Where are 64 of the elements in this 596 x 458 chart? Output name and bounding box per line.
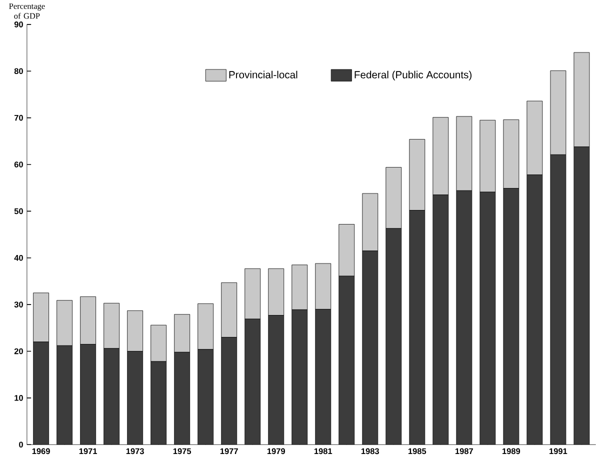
bar bbox=[362, 193, 378, 252]
x-tick-label: 1975 bbox=[173, 448, 192, 454]
bar bbox=[386, 228, 402, 445]
bar bbox=[150, 362, 166, 445]
bar bbox=[221, 282, 238, 338]
bar bbox=[104, 303, 120, 349]
y-tick-label: 60 bbox=[14, 162, 23, 168]
x-tick-label: 1969 bbox=[32, 448, 50, 454]
bar bbox=[480, 192, 496, 445]
bar bbox=[244, 319, 260, 445]
x-tick-label: 1971 bbox=[79, 448, 98, 454]
bar bbox=[338, 224, 355, 277]
bar bbox=[456, 190, 472, 445]
bar bbox=[56, 300, 73, 346]
bar bbox=[198, 350, 214, 445]
bar bbox=[221, 337, 237, 445]
x-tick-label: 1989 bbox=[502, 448, 520, 454]
legend-label: Federal (Public Accounts) bbox=[354, 71, 472, 81]
bar bbox=[268, 316, 284, 445]
bar bbox=[574, 146, 590, 445]
bar bbox=[127, 310, 144, 352]
bar bbox=[150, 325, 167, 362]
x-tick-label: 1973 bbox=[126, 448, 144, 454]
bar bbox=[292, 264, 308, 310]
bar bbox=[292, 310, 308, 445]
legend-label: Provincial-local bbox=[229, 71, 298, 79]
y-tick-label: 80 bbox=[14, 68, 23, 74]
bar bbox=[56, 346, 72, 445]
y-tick-label: 90 bbox=[14, 22, 23, 28]
bar bbox=[526, 174, 542, 445]
y-tick-label: 0 bbox=[19, 442, 23, 448]
y-tick-label: 40 bbox=[14, 255, 23, 262]
bar bbox=[80, 344, 96, 445]
bar bbox=[174, 352, 190, 445]
bar bbox=[338, 276, 354, 445]
bar bbox=[409, 210, 425, 445]
bar bbox=[362, 251, 378, 445]
y-tick-label: 50 bbox=[14, 208, 23, 214]
x-tick-label: 1991 bbox=[550, 448, 568, 454]
bar bbox=[33, 342, 49, 445]
bar bbox=[315, 263, 332, 310]
bar bbox=[244, 268, 261, 320]
bar bbox=[80, 296, 96, 345]
y-tick-label: 70 bbox=[14, 115, 23, 121]
x-tick-label: 1983 bbox=[361, 448, 380, 454]
bar bbox=[432, 195, 448, 445]
y-tick-label: 30 bbox=[14, 302, 23, 308]
bar bbox=[386, 167, 402, 229]
bar bbox=[503, 188, 519, 445]
bar bbox=[315, 309, 331, 445]
bar bbox=[198, 304, 214, 350]
y-axis-title: Percentage of GDP bbox=[9, 4, 45, 19]
bar bbox=[104, 348, 120, 445]
x-tick-label: 1977 bbox=[220, 448, 238, 454]
x-tick-label: 1981 bbox=[314, 448, 332, 454]
x-tick-label: 1979 bbox=[267, 448, 285, 454]
bar bbox=[127, 351, 143, 445]
x-tick-label: 1987 bbox=[455, 448, 473, 454]
x-tick-label: 1985 bbox=[408, 448, 426, 454]
y-tick-label: 10 bbox=[14, 395, 23, 402]
bar bbox=[268, 268, 284, 316]
bar bbox=[550, 154, 566, 445]
y-tick-label: 20 bbox=[14, 348, 23, 354]
bar bbox=[174, 314, 190, 353]
